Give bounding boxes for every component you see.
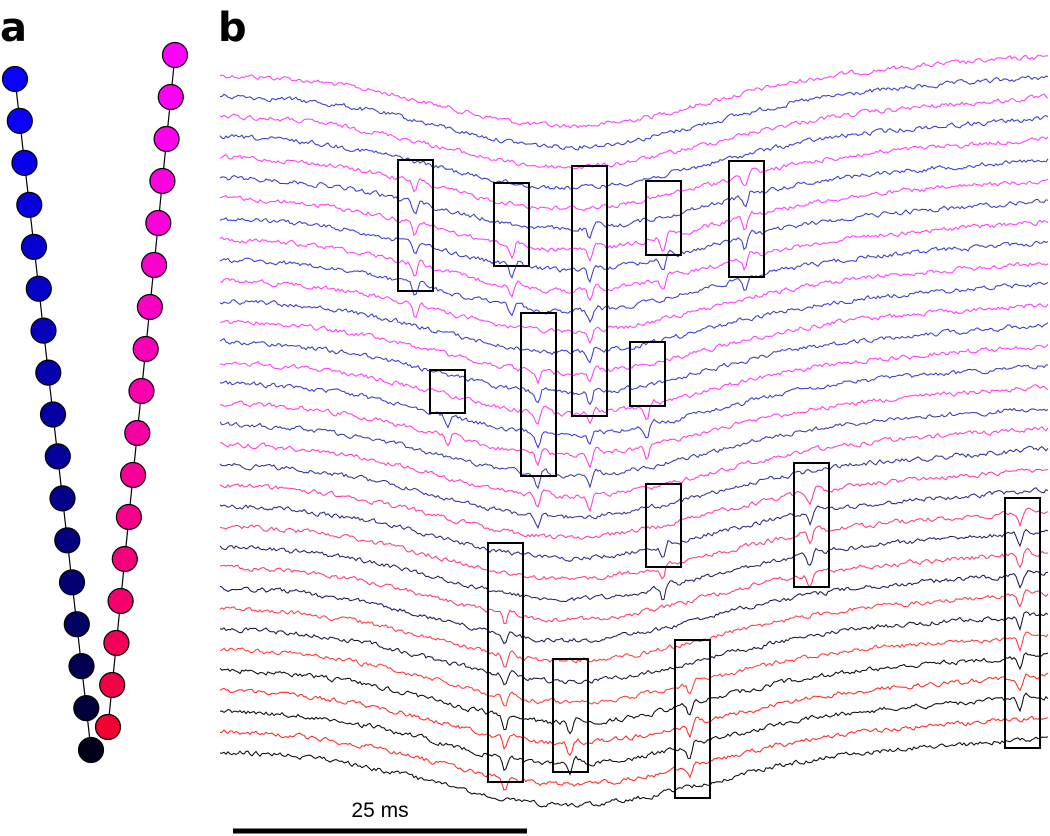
spike-box <box>429 369 466 414</box>
probe-right-electrode <box>136 293 163 321</box>
probe-left-electrode <box>54 527 81 554</box>
trace-channel <box>219 672 1049 757</box>
trace-channel <box>219 570 1049 645</box>
probe-left-electrode <box>73 694 100 722</box>
probe-left-electrode <box>58 569 86 596</box>
probe-right-electrode <box>107 587 134 615</box>
probe-left-electrode <box>6 107 33 135</box>
trace-channel <box>219 611 1049 686</box>
scalebar: 25 ms <box>233 799 527 834</box>
probe-right-electrode <box>115 503 142 531</box>
trace-channel <box>219 715 1049 791</box>
trace-channel <box>219 93 1049 170</box>
panel-label-a: a <box>0 5 27 51</box>
probe-right-electrode <box>161 41 189 69</box>
probe-right-electrode <box>99 671 126 699</box>
trace-channel <box>219 219 1049 302</box>
trace-channel <box>219 322 1049 406</box>
trace-channel <box>219 487 1049 562</box>
probe-left-electrode <box>16 191 43 218</box>
probe-right-electrode <box>128 377 155 405</box>
trace-channel <box>220 384 1049 469</box>
trace-channel <box>219 158 1049 240</box>
spike-box <box>493 182 530 267</box>
probe-left-electrode <box>44 443 71 470</box>
probe-left-electrode <box>49 485 76 512</box>
spike-highlight-boxes <box>397 159 1041 799</box>
trace-channel <box>219 467 1049 540</box>
spike-box <box>571 165 608 417</box>
trace-channel <box>219 178 1049 263</box>
trace-channel <box>219 736 1049 808</box>
spike-box <box>520 312 557 477</box>
spike-box <box>645 180 682 256</box>
probe-left-electrode <box>39 401 67 428</box>
probe-left-electrode <box>11 149 38 176</box>
voltage-traces <box>219 54 1049 808</box>
probe-left-electrode <box>1 65 29 93</box>
probe-left-electrode <box>30 317 57 344</box>
probe-left-electrode <box>68 652 95 680</box>
trace-channel <box>219 547 1049 625</box>
spike-box <box>487 542 524 783</box>
probe-right-electrode <box>145 209 172 237</box>
probe-left-shank <box>1 65 105 764</box>
spike-box <box>728 160 765 278</box>
trace-channel <box>219 75 1049 151</box>
probe-right-electrode <box>132 335 159 363</box>
probe-right-electrode <box>149 167 176 195</box>
trace-channel <box>219 426 1049 513</box>
spike-box <box>397 159 434 292</box>
trace-channel <box>219 303 1049 385</box>
trace-channel <box>219 240 1049 324</box>
trace-channel <box>219 528 1049 603</box>
probe-right-shank <box>94 41 189 741</box>
spike-box <box>674 639 711 799</box>
trace-channel <box>219 652 1049 735</box>
trace-channel <box>219 589 1049 668</box>
spike-box <box>793 462 830 588</box>
trace-channel <box>219 281 1049 364</box>
probe-right-electrode <box>94 713 122 741</box>
trace-channel <box>219 507 1049 581</box>
probe-left-electrode <box>35 359 62 386</box>
probe-right-electrode <box>141 251 168 279</box>
spike-box <box>645 483 682 568</box>
probe-left-electrode <box>77 736 105 764</box>
probe-left-electrode <box>25 275 52 302</box>
probe-right-electrode <box>157 83 184 111</box>
spike-box <box>552 658 589 773</box>
trace-channel <box>219 631 1049 707</box>
trace-channel <box>219 114 1049 190</box>
panel-label-b: b <box>218 5 247 51</box>
probe-right-electrode <box>153 125 180 153</box>
probe-right-electrode <box>103 629 130 657</box>
trace-channel <box>220 343 1049 425</box>
probe-left-electrode <box>20 233 48 260</box>
probe-left-electrode <box>63 611 90 638</box>
trace-channel <box>219 692 1049 776</box>
spike-box <box>1004 497 1041 749</box>
probe-right-electrode <box>111 545 138 573</box>
trace-channel <box>219 445 1049 530</box>
scalebar-label: 25 ms <box>351 799 408 822</box>
trace-channel <box>219 199 1049 284</box>
trace-channel <box>219 136 1049 211</box>
trace-channel <box>219 54 1049 129</box>
spike-box <box>629 341 666 407</box>
trace-channel <box>219 261 1049 345</box>
trace-channel <box>219 407 1049 490</box>
probe-right-electrode <box>120 461 147 489</box>
trace-channel <box>219 364 1049 449</box>
probe-right-electrode <box>124 419 151 447</box>
